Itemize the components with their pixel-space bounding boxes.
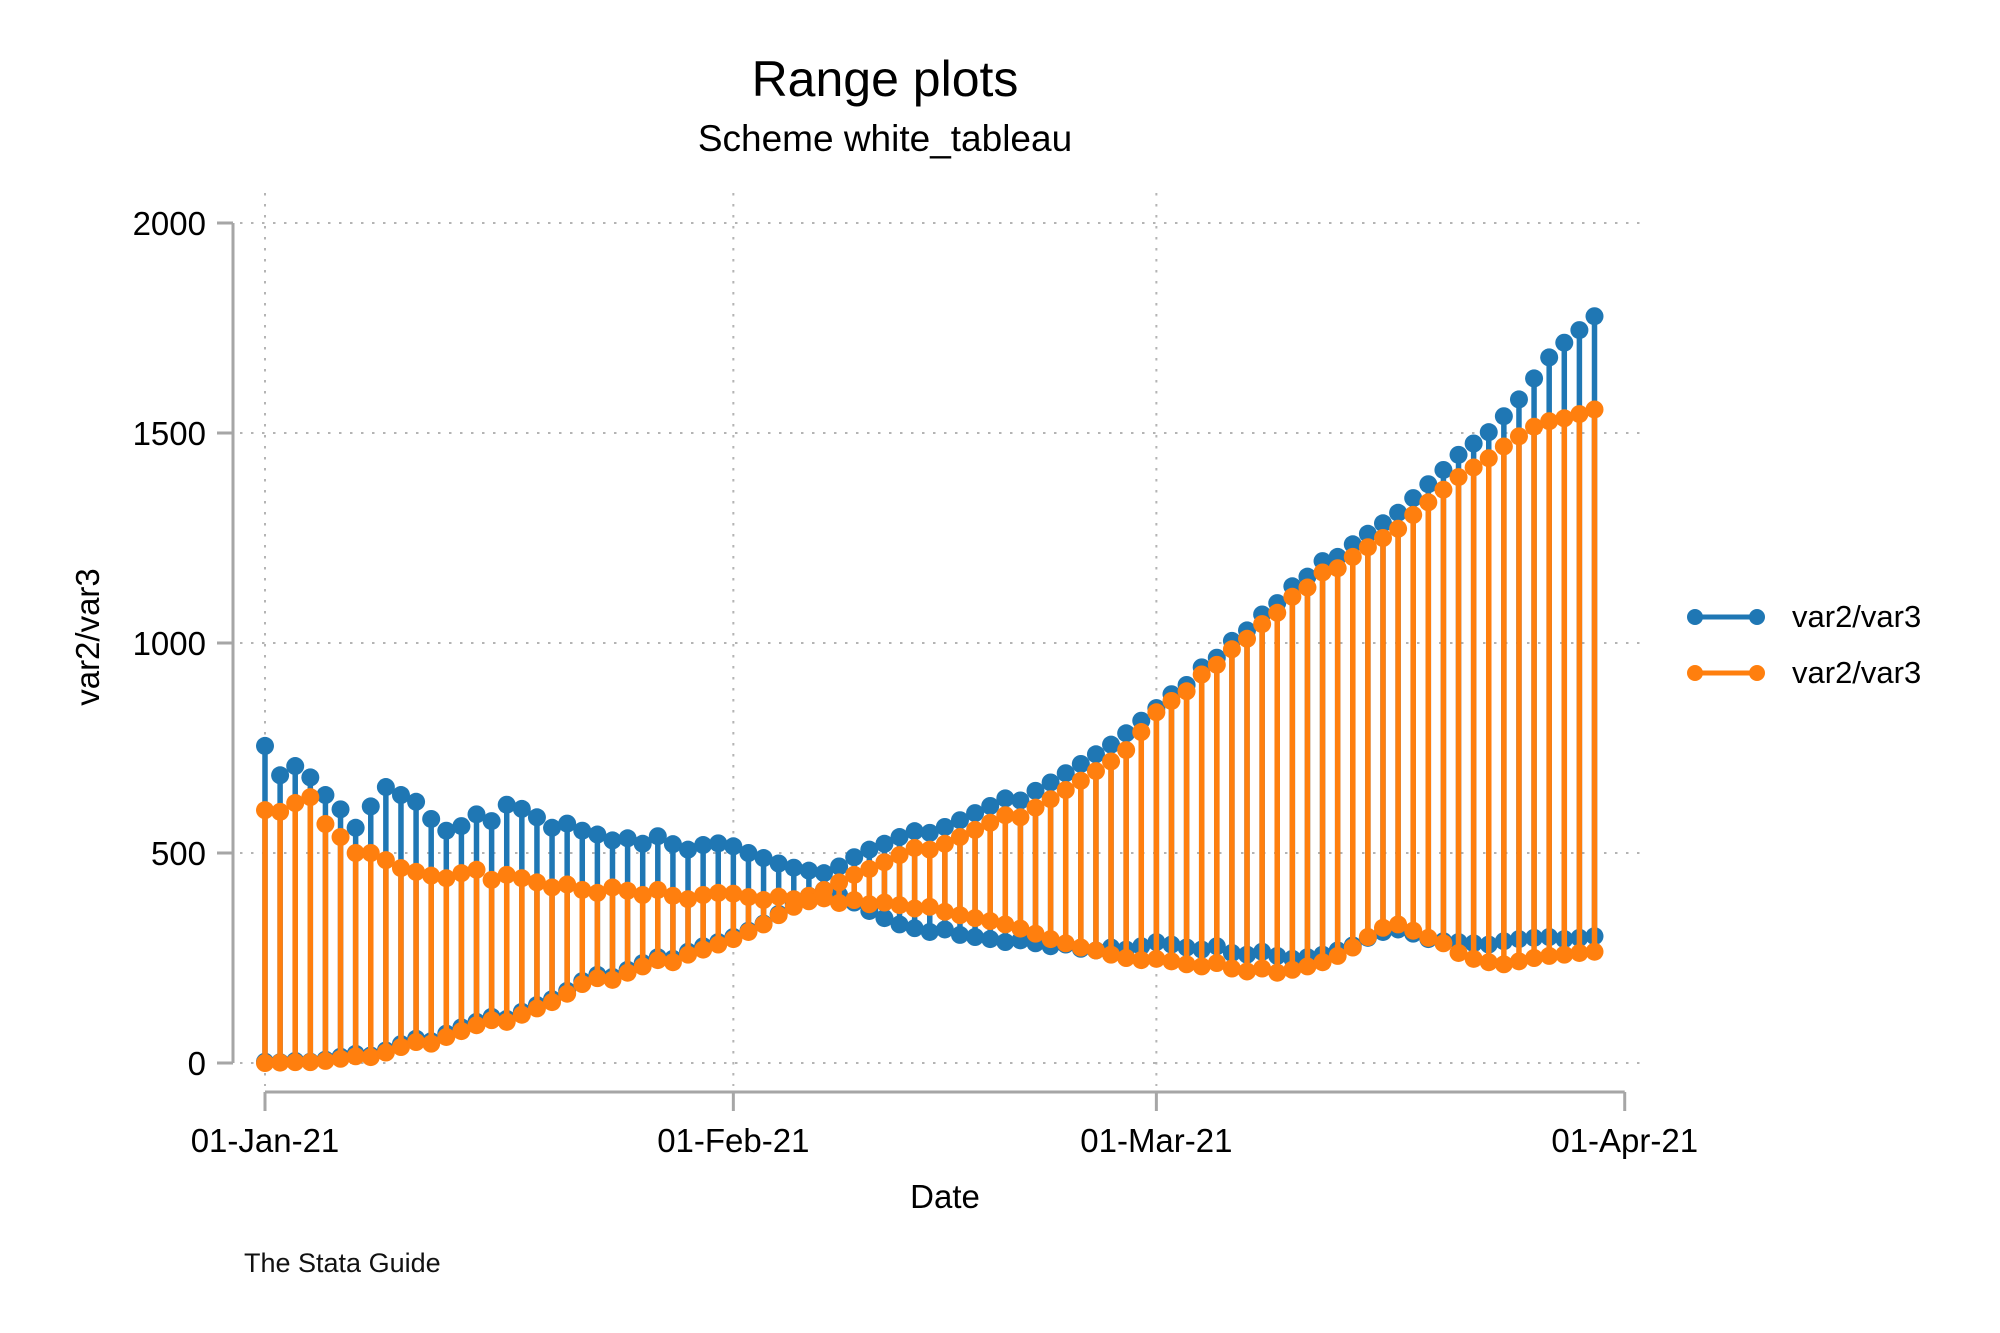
legend-item-blue: var2/var3: [1686, 589, 1921, 645]
legend: var2/var3 var2/var3: [1686, 589, 1921, 701]
legend-item-orange: var2/var3: [1686, 645, 1921, 701]
series-blue: [256, 307, 1604, 1072]
y-tick-label: 1500: [133, 415, 206, 452]
legend-label-orange: var2/var3: [1792, 655, 1922, 690]
y-tick-label: 0: [188, 1045, 206, 1082]
chart-title: Range plots: [751, 51, 1019, 107]
x-tick-label: 01-Apr-21: [1551, 1122, 1698, 1159]
series-orange: [256, 400, 1604, 1072]
y-axis: [217, 221, 235, 1065]
y-tick-label: 1000: [133, 625, 206, 662]
x-tick-label: 01-Jan-21: [191, 1122, 340, 1159]
y-tick-label: 500: [151, 835, 206, 872]
gridlines: [240, 193, 1648, 1086]
x-tick-label: 01-Feb-21: [657, 1122, 809, 1159]
x-axis-title: Date: [910, 1178, 980, 1215]
legend-orange-dot-line-icon: [1687, 665, 1765, 681]
legend-label-blue: var2/var3: [1792, 599, 1922, 634]
credit-note: The Stata Guide: [244, 1248, 441, 1278]
x-axis: [263, 1090, 1627, 1111]
y-axis-title: var2/var3: [69, 568, 106, 706]
legend-blue-dot-line-icon: [1687, 609, 1765, 625]
y-tick-label: 2000: [133, 205, 206, 242]
x-tick-label: 01-Mar-21: [1080, 1122, 1232, 1159]
axis-tick-labels: 0 500 1000 1500 2000 01-Jan-21 01-Feb-21 01-Mar…: [133, 205, 1699, 1159]
chart-subtitle: Scheme white_tableau: [697, 118, 1073, 159]
